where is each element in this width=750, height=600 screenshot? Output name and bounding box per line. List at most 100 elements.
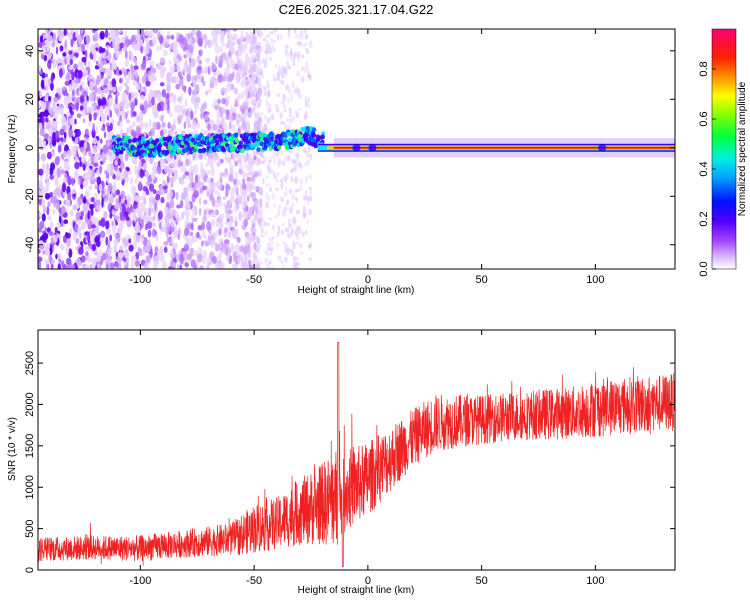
noise-blob (179, 75, 184, 81)
noise-blob (81, 221, 87, 229)
noise-blob (87, 158, 92, 166)
noise-blob (119, 214, 125, 221)
ridge-blob (310, 137, 316, 143)
noise-blob (57, 263, 61, 269)
noise-blob (152, 121, 157, 131)
noise-blob (41, 163, 46, 171)
noise-blob (248, 61, 253, 68)
noise-blob (228, 121, 232, 130)
noise-blob (190, 222, 194, 231)
noise-blob (136, 29, 140, 35)
noise-blob (107, 138, 110, 147)
noise-blob (279, 111, 283, 116)
noise-blob (81, 109, 86, 117)
noise-blob (118, 222, 123, 227)
noise-blob (52, 32, 56, 41)
noise-blob (105, 263, 109, 269)
noise-blob (259, 261, 264, 265)
noise-blob (80, 146, 85, 153)
noise-blob (291, 81, 295, 89)
noise-blob (109, 213, 113, 219)
snr-x-ticks: -100 -50 0 50 100 (129, 330, 605, 587)
noise-blob (65, 264, 70, 269)
noise-blob (101, 96, 107, 106)
noise-blob (65, 198, 71, 208)
noise-blob (77, 128, 81, 138)
noise-blob (118, 252, 124, 258)
noise-blob (133, 56, 136, 63)
noise-blob (269, 37, 273, 41)
snr-x-tick-label: -50 (246, 575, 262, 587)
noise-blob (246, 120, 250, 130)
noise-blob (108, 36, 112, 41)
noise-blob (296, 157, 300, 162)
noise-blob (304, 190, 308, 195)
spectrogram-panel: -100 -50 0 50 100 -40 -20 0 20 40 Height of stra… (7, 28, 676, 296)
noise-blob (266, 194, 271, 201)
noise-blob (190, 110, 194, 120)
noise-blob (91, 224, 96, 229)
noise-blob (155, 121, 161, 130)
noise-blob (257, 102, 261, 109)
spectrogram-x-tick-label: 50 (476, 274, 488, 286)
noise-blob (147, 229, 152, 238)
noise-blob (266, 252, 271, 256)
noise-blob (109, 155, 114, 163)
noise-blob (253, 170, 259, 178)
noise-blob (276, 179, 280, 183)
noise-blob (145, 243, 151, 253)
noise-blob (145, 255, 152, 263)
noise-blob (133, 201, 138, 210)
noise-blob (73, 63, 78, 70)
noise-blob (143, 71, 147, 78)
noise-blob (238, 69, 242, 76)
noise-blob (260, 191, 264, 197)
noise-blob (57, 233, 60, 239)
noise-blob (78, 156, 82, 162)
noise-blob (260, 160, 264, 165)
noise-blob (80, 255, 86, 263)
noise-blob (171, 76, 177, 84)
noise-blob (152, 222, 156, 228)
noise-blob (173, 230, 178, 240)
noise-blob (265, 183, 270, 188)
noise-blob (190, 235, 195, 244)
ridge-blob (311, 132, 317, 138)
noise-blob (225, 56, 228, 61)
noise-blob (263, 220, 266, 228)
noise-blob (58, 36, 63, 42)
noise-blob (230, 186, 234, 196)
noise-blob (210, 177, 214, 183)
noise-blob (292, 89, 295, 95)
noise-blob (170, 162, 174, 167)
noise-blob (60, 107, 64, 117)
noise-blob (222, 242, 228, 252)
noise-blob (163, 165, 169, 174)
noise-blob (282, 240, 286, 247)
noise-blob (128, 238, 132, 244)
ridge-gap (352, 143, 361, 152)
noise-blob (291, 239, 295, 245)
noise-blob (283, 109, 287, 113)
noise-blob (40, 53, 44, 60)
noise-blob (188, 37, 193, 45)
noise-blob (250, 41, 253, 45)
noise-blob (48, 95, 52, 101)
noise-blob (107, 240, 111, 247)
ridge-blob (154, 138, 160, 143)
noise-blob (169, 186, 172, 195)
noise-blob (160, 114, 165, 120)
noise-blob (285, 173, 289, 180)
noise-blob (174, 211, 179, 219)
noise-blob (97, 56, 101, 64)
noise-blob (44, 226, 47, 233)
noise-blob (302, 43, 307, 48)
noise-blob (214, 261, 220, 269)
noise-blob (260, 233, 265, 239)
noise-blob (280, 100, 283, 106)
noise-blob (87, 169, 93, 178)
noise-blob (286, 249, 289, 257)
noise-blob (242, 178, 246, 184)
noise-blob (185, 215, 190, 225)
